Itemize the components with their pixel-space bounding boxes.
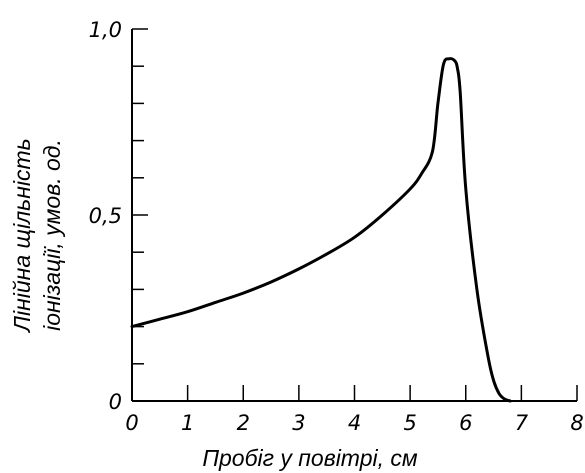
y-axis-title-line1: Лінійна щільність (9, 138, 35, 334)
x-tick-label: 6 (459, 411, 472, 435)
axes (131, 28, 578, 402)
x-tick-label: 4 (348, 411, 361, 435)
x-tick-label: 5 (403, 411, 416, 435)
x-tick-label: 0 (125, 411, 138, 435)
y-tick-label: 0 (109, 390, 122, 414)
x-tick-label: 7 (515, 411, 529, 435)
x-tick-label: 2 (237, 411, 250, 435)
tick-labels: 0 0,5 1,0 0 1 2 3 4 5 6 7 8 (89, 18, 584, 435)
plot-area (130, 57, 512, 403)
x-axis-title: Пробіг у повітрі, см (202, 445, 418, 471)
y-tick-label: 1,0 (89, 18, 122, 42)
x-tick-label: 8 (570, 411, 583, 435)
series-line-0 (130, 57, 512, 403)
x-tick-label: 1 (181, 411, 194, 435)
y-tick-label: 0,5 (89, 204, 122, 228)
y-axis-title-line2: іонізації, умов. од. (39, 139, 65, 331)
x-tick-label: 3 (292, 411, 305, 435)
y-axis-title: Лінійна щільність іонізації, умов. од. (9, 138, 65, 334)
